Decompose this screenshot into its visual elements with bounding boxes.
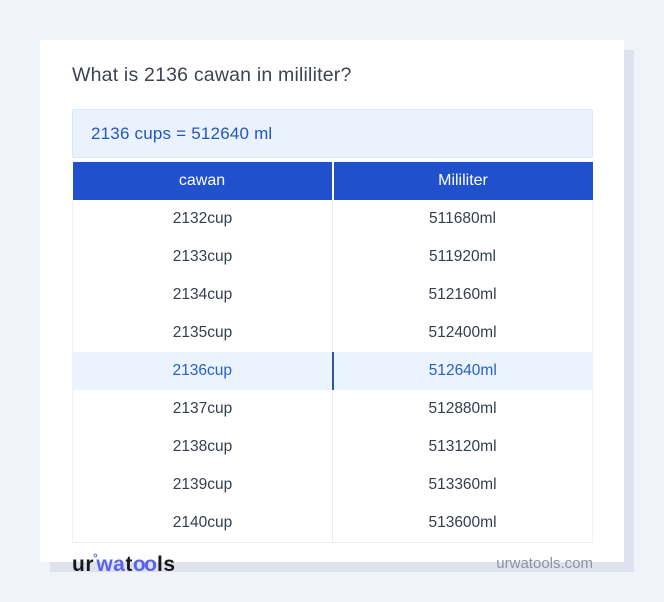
logo-text-dark: ur bbox=[72, 552, 94, 576]
logo-ring-icon: ° bbox=[93, 550, 99, 565]
table-row: 2133cup 511920ml bbox=[72, 238, 593, 276]
logo-text-dark: ls bbox=[156, 552, 176, 576]
cawan-cell[interactable]: 2137cup bbox=[72, 390, 333, 428]
logo-text-accent: wa bbox=[96, 552, 126, 576]
logo-text-dark: t bbox=[125, 552, 133, 576]
table-row: 2134cup 512160ml bbox=[72, 276, 593, 314]
mililiter-cell[interactable]: 512400ml bbox=[332, 314, 593, 352]
mililiter-cell[interactable]: 511920ml bbox=[332, 238, 593, 276]
table-row: 2139cup 513360ml bbox=[72, 466, 593, 504]
mililiter-cell[interactable]: 511680ml bbox=[332, 200, 593, 238]
mililiter-cell[interactable]: 512880ml bbox=[332, 390, 593, 428]
mililiter-cell[interactable]: 513360ml bbox=[332, 466, 593, 504]
cawan-cell[interactable]: 2134cup bbox=[72, 276, 333, 314]
mililiter-cell[interactable]: 513600ml bbox=[332, 504, 593, 543]
cawan-cell[interactable]: 2139cup bbox=[72, 466, 333, 504]
converter-card: What is 2136 cawan in mililiter? 2136 cu… bbox=[40, 40, 624, 575]
cawan-cell[interactable]: 2132cup bbox=[72, 200, 333, 238]
conversion-result-text: 2136 cups = 512640 ml bbox=[91, 123, 273, 143]
table-row-highlighted: 2136cup 512640ml bbox=[72, 352, 593, 390]
cawan-cell[interactable]: 2135cup bbox=[72, 314, 333, 352]
mililiter-cell[interactable]: 513120ml bbox=[332, 428, 593, 466]
logo-glasses-icon: oo bbox=[132, 552, 157, 576]
cawan-cell[interactable]: 2136cup bbox=[72, 352, 334, 390]
table-header-cawan: cawan bbox=[72, 162, 334, 200]
cawan-cell[interactable]: 2140cup bbox=[72, 504, 333, 543]
conversion-result-box: 2136 cups = 512640 ml bbox=[72, 109, 593, 158]
mililiter-cell[interactable]: 512640ml bbox=[332, 352, 593, 390]
table-header-row: cawan Mililiter bbox=[72, 162, 593, 200]
card-footer: ur°watools urwatools.com bbox=[72, 543, 593, 583]
question-title: What is 2136 cawan in mililiter? bbox=[72, 64, 352, 86]
table-row: 2137cup 512880ml bbox=[72, 390, 593, 428]
table-row: 2132cup 511680ml bbox=[72, 200, 593, 238]
site-logo[interactable]: ur°watools bbox=[72, 552, 176, 575]
mililiter-cell[interactable]: 512160ml bbox=[332, 276, 593, 314]
site-url-link[interactable]: urwatools.com bbox=[496, 554, 593, 572]
table-header-mililiter: Mililiter bbox=[332, 162, 593, 200]
table-row: 2140cup 513600ml bbox=[72, 504, 593, 543]
conversion-table: cawan Mililiter 2132cup 511680ml 2133cup… bbox=[72, 162, 593, 543]
table-row: 2138cup 513120ml bbox=[72, 428, 593, 466]
cawan-cell[interactable]: 2133cup bbox=[72, 238, 333, 276]
table-row: 2135cup 512400ml bbox=[72, 314, 593, 352]
cawan-cell[interactable]: 2138cup bbox=[72, 428, 333, 466]
